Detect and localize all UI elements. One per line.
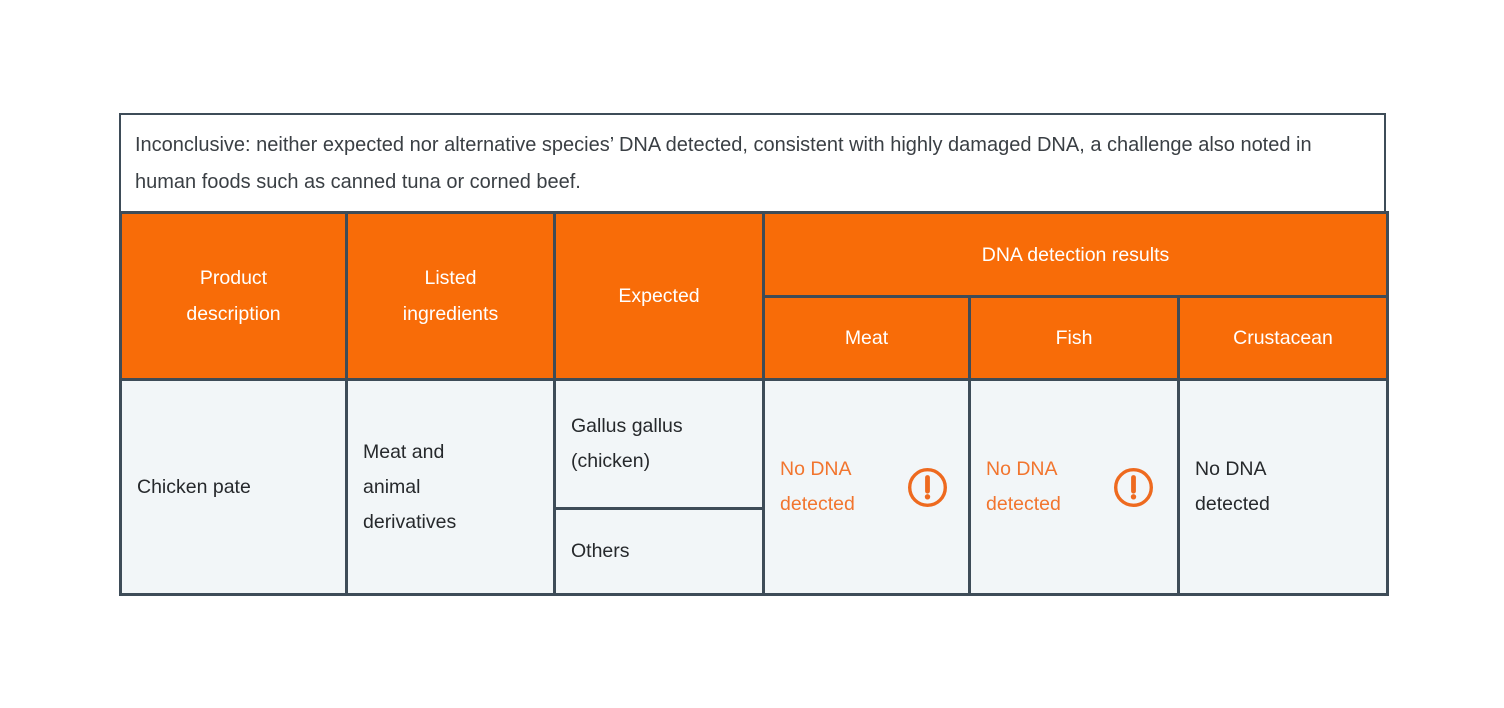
warning-icon <box>1112 466 1155 509</box>
product-description-value: Chicken pate <box>137 475 251 498</box>
listed-ingredients-value: Meat and animal derivatives <box>363 440 457 533</box>
header-row-group: Product description Listed ingredients E… <box>119 211 1390 381</box>
cell-expected-species: Gallus gallus (chicken) Others <box>553 378 765 596</box>
col-header-product-label: Product description <box>186 267 281 325</box>
warning-icon <box>906 466 949 509</box>
crustacean-result-value: No DNA detected <box>1195 458 1270 515</box>
meat-result-value: No DNA detected <box>780 458 855 515</box>
col-header-listed-label: Listed ingredients <box>402 267 499 325</box>
col-header-meat: Meat <box>762 295 971 381</box>
dna-results-table: Product description Listed ingredients E… <box>119 211 1390 596</box>
expected-secondary-cell: Others <box>556 510 762 593</box>
header-row-sub: Meat Fish Crustacean <box>121 295 1390 381</box>
cell-listed-ingredients: Meat and animal derivatives <box>345 378 556 596</box>
col-header-listed: Listed ingredients <box>345 211 556 381</box>
table-row: Chicken pate Meat and animal derivatives… <box>119 378 1390 596</box>
note-box: Inconclusive: neither expected nor alter… <box>119 113 1386 211</box>
col-header-crustacean-label: Crustacean <box>1233 327 1333 349</box>
col-header-dna-results: DNA detection results <box>761 211 1390 298</box>
expected-secondary-value: Others <box>571 540 630 562</box>
col-header-fish: Fish <box>968 295 1180 381</box>
col-header-fish-label: Fish <box>1055 327 1093 349</box>
col-header-product: Product description <box>119 211 348 381</box>
fish-result-value: No DNA detected <box>986 458 1061 515</box>
cell-fish-result: No DNA detected <box>968 378 1180 596</box>
col-header-meat-label: Meat <box>844 327 889 349</box>
expected-primary-cell: Gallus gallus (chicken) <box>556 381 762 510</box>
cell-meat-result: No DNA detected <box>762 378 971 596</box>
cell-crustacean-result: No DNA detected <box>1176 378 1390 596</box>
expected-primary-value: Gallus gallus (chicken) <box>571 415 683 472</box>
dna-table-figure: Inconclusive: neither expected nor alter… <box>119 113 1390 596</box>
cell-product-description: Chicken pate <box>119 378 348 596</box>
col-header-crustacean: Crustacean <box>1176 295 1390 381</box>
note-text: Inconclusive: neither expected nor alter… <box>135 134 1312 193</box>
col-header-dna-results-label: DNA detection results <box>981 243 1170 266</box>
col-header-expected: Expected <box>553 211 765 381</box>
col-header-expected-label: Expected <box>618 285 700 307</box>
